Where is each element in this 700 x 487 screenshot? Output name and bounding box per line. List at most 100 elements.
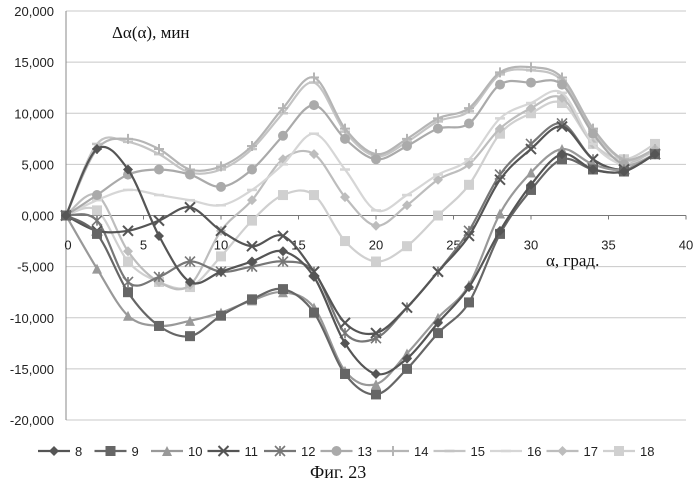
legend-marker <box>106 446 116 456</box>
legend-item-15: 15 <box>434 444 485 459</box>
y-tick-label: 15,000 <box>14 55 54 70</box>
legend-item-8: 8 <box>38 444 82 459</box>
y-tick-label: -10,000 <box>10 311 54 326</box>
data-point <box>433 211 443 221</box>
legend: 8 9 10 11 12 13 14 15 16 17 18 <box>38 444 654 459</box>
x-tick-label: 5 <box>140 238 147 253</box>
legend-item-9: 9 <box>95 444 139 459</box>
legend-label: 9 <box>132 444 139 459</box>
data-point <box>433 124 443 134</box>
data-point <box>154 321 164 331</box>
legend-item-12: 12 <box>264 444 315 459</box>
data-point <box>278 131 288 141</box>
data-point <box>185 170 195 180</box>
x-tick-label: 40 <box>679 238 693 253</box>
data-point <box>402 141 412 151</box>
legend-label: 18 <box>640 444 654 459</box>
series-11 <box>61 122 660 339</box>
series-14 <box>61 62 660 220</box>
legend-marker <box>614 446 624 456</box>
legend-item-14: 14 <box>377 444 428 459</box>
y-tick-label: -20,000 <box>10 413 54 428</box>
data-point <box>278 190 288 200</box>
data-point <box>154 272 164 282</box>
data-point <box>123 287 133 297</box>
legend-item-10: 10 <box>151 444 202 459</box>
data-point <box>216 182 226 192</box>
data-point <box>588 129 598 139</box>
data-point <box>495 208 505 218</box>
data-point <box>557 80 567 90</box>
data-point <box>526 78 536 88</box>
data-point <box>371 154 381 164</box>
data-point <box>247 216 257 226</box>
data-point <box>371 257 381 267</box>
x-tick-label: 30 <box>524 238 538 253</box>
data-point <box>92 264 102 274</box>
legend-marker <box>558 446 568 456</box>
data-point <box>340 369 350 379</box>
data-point <box>433 328 443 338</box>
data-point <box>92 205 102 215</box>
figure-caption: Фиг. 23 <box>310 462 366 482</box>
legend-item-18: 18 <box>603 444 654 459</box>
data-point <box>92 229 102 239</box>
legend-marker <box>49 446 59 456</box>
data-point <box>154 216 164 226</box>
y-tick-label: -15,000 <box>10 362 54 377</box>
legend-label: 15 <box>471 444 485 459</box>
x-tick-label: 0 <box>64 238 71 253</box>
legend-label: 8 <box>75 444 82 459</box>
data-point <box>464 118 474 128</box>
data-point <box>278 246 288 256</box>
data-point <box>247 164 257 174</box>
legend-label: 11 <box>245 444 259 459</box>
axes-layer: 20,00015,00010,0005,0000,000-5,000-10,00… <box>10 4 693 428</box>
data-point <box>371 369 381 379</box>
legend-label: 12 <box>301 444 315 459</box>
y-tick-label: 0,000 <box>21 209 54 224</box>
data-point <box>402 364 412 374</box>
data-point <box>402 241 412 251</box>
x-tick-label: 20 <box>369 238 383 253</box>
data-point <box>340 236 350 246</box>
data-point <box>526 139 536 149</box>
legend-item-13: 13 <box>321 444 372 459</box>
data-point <box>340 134 350 144</box>
data-point <box>464 180 474 190</box>
y-tick-label: -5,000 <box>17 260 54 275</box>
legend-item-11: 11 <box>208 444 259 459</box>
x-axis-label: α, град. <box>546 251 599 270</box>
legend-label: 13 <box>358 444 372 459</box>
x-tick-label: 35 <box>601 238 615 253</box>
data-point <box>154 231 164 241</box>
legend-label: 10 <box>188 444 202 459</box>
data-point <box>154 164 164 174</box>
data-point <box>216 251 226 261</box>
data-point <box>92 190 102 200</box>
legend-label: 17 <box>584 444 598 459</box>
y-tick-label: 10,000 <box>14 106 54 121</box>
data-point <box>340 318 350 328</box>
data-point <box>247 294 257 304</box>
series-line <box>66 154 655 394</box>
legend-marker <box>332 446 342 456</box>
series-9 <box>61 149 660 399</box>
legend-item-17: 17 <box>547 444 598 459</box>
data-point <box>309 308 319 318</box>
data-point <box>371 221 381 231</box>
data-point <box>309 190 319 200</box>
y-axis-label: Δα(α), мин <box>112 23 190 42</box>
data-point <box>278 284 288 294</box>
data-point <box>123 257 133 267</box>
data-point <box>185 331 195 341</box>
data-point <box>495 80 505 90</box>
y-tick-label: 5,000 <box>21 157 54 172</box>
legend-label: 14 <box>414 444 428 459</box>
data-point <box>309 100 319 110</box>
data-point <box>216 311 226 321</box>
legend-item-16: 16 <box>490 444 541 459</box>
legend-label: 16 <box>527 444 541 459</box>
